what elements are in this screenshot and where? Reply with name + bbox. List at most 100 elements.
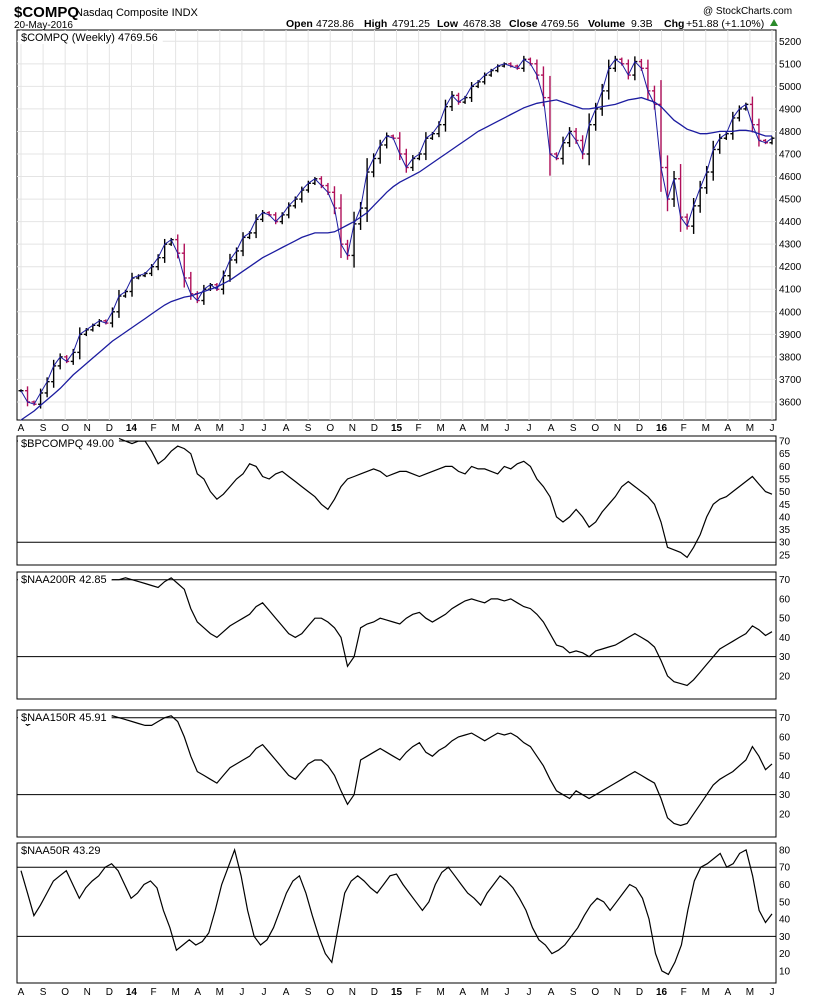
low-value: 4678.38 <box>463 18 501 30</box>
y-tick-label: 40 <box>779 915 791 926</box>
x-tick-label: D <box>636 423 643 434</box>
x-tick-label: D <box>371 987 378 998</box>
y-tick-label: 5100 <box>779 59 802 70</box>
x-tick-label: N <box>614 987 621 998</box>
x-tick-label: F <box>416 987 422 998</box>
x-tick-label: O <box>591 423 599 434</box>
indicator-line <box>20 437 773 559</box>
x-tick-label: A <box>18 423 25 434</box>
y-tick-label: 60 <box>779 732 791 743</box>
x-tick-label: M <box>702 423 710 434</box>
x-tick-label: A <box>548 987 555 998</box>
panel-title-bg <box>18 844 106 857</box>
x-tick-label: A <box>548 423 555 434</box>
x-tick-label: F <box>681 423 687 434</box>
y-tick-label: 65 <box>779 449 791 460</box>
moving-average-line <box>20 96 772 421</box>
x-tick-label: O <box>591 987 599 998</box>
chart-panel-3: 20 30 40 50 60 70 $NAA200R 42.85 <box>16 571 791 700</box>
open-value: 4728.86 <box>316 18 354 30</box>
x-tick-label: 15 <box>391 987 403 998</box>
panel-frame <box>16 571 777 700</box>
x-tick-label: J <box>239 987 244 998</box>
x-tick-label: A <box>18 987 25 998</box>
x-tick-label: M <box>481 423 489 434</box>
y-tick-label: 50 <box>779 614 791 625</box>
y-tick-label: 5000 <box>779 82 802 93</box>
y-tick-label: 5200 <box>779 37 802 48</box>
y-tick-label: 4300 <box>779 240 802 251</box>
x-tick-label: A <box>194 423 201 434</box>
x-tick-label: S <box>570 987 577 998</box>
x-tick-label: M <box>437 423 445 434</box>
y-tick-label: 60 <box>779 880 791 891</box>
y-tick-label: 80 <box>779 845 791 856</box>
x-tick-label: M <box>216 987 224 998</box>
x-tick-label: 14 <box>126 423 138 434</box>
x-tick-label: M <box>171 987 179 998</box>
x-tick-label: S <box>40 423 47 434</box>
x-tick-label: A <box>194 987 201 998</box>
x-tick-label: S <box>305 987 312 998</box>
panel-frame <box>16 842 777 984</box>
x-tick-label: M <box>702 987 710 998</box>
x-tick-label: J <box>770 987 775 998</box>
x-tick-label: J <box>504 987 509 998</box>
y-tick-label: 4200 <box>779 262 802 273</box>
panel-title-bg <box>18 573 112 586</box>
panel-title: $NAA200R 42.85 <box>21 574 107 586</box>
y-tick-label: 30 <box>779 538 791 549</box>
y-tick-label: 30 <box>779 652 791 663</box>
y-tick-label: 45 <box>779 500 791 511</box>
panel-frame <box>16 709 777 838</box>
x-tick-label: M <box>437 987 445 998</box>
x-tick-label: J <box>527 423 532 434</box>
indicator-line <box>20 847 773 976</box>
panel-title-bg <box>18 31 163 44</box>
chart-panel-1: 3600 3700 3800 3900 4000 4100 4200 4300 4400 4500… <box>16 29 802 421</box>
x-tick-label: O <box>326 987 334 998</box>
indicator-line <box>20 577 773 687</box>
chart-panel-4: 20 30 40 50 60 70 $NAA150R 45.91 <box>16 709 791 838</box>
x-tick-label: M <box>171 423 179 434</box>
y-tick-label: 50 <box>779 752 791 763</box>
x-tick-label: F <box>150 423 156 434</box>
y-tick-label: 30 <box>779 932 791 943</box>
y-tick-label: 3800 <box>779 352 802 363</box>
watermark: @ StockCharts.com <box>703 6 792 17</box>
x-tick-label: A <box>459 423 466 434</box>
x-tick-label: M <box>746 987 754 998</box>
x-tick-label: A <box>724 423 731 434</box>
y-tick-label: 70 <box>779 863 791 874</box>
x-tick-label: A <box>724 987 731 998</box>
x-tick-label: A <box>283 987 290 998</box>
chg-label: Chg <box>664 18 684 30</box>
high-value: 4791.25 <box>392 18 430 30</box>
close-line <box>20 58 773 405</box>
y-tick-label: 4800 <box>779 127 802 138</box>
y-tick-label: 4600 <box>779 172 802 183</box>
y-tick-label: 50 <box>779 897 791 908</box>
x-tick-label: M <box>216 423 224 434</box>
chart-panels: 3600 3700 3800 3900 4000 4100 4200 4300 4400 4500… <box>16 29 802 998</box>
panel-title: $NAA50R 43.29 <box>21 845 101 857</box>
x-axis-2: A S O N D 14 F M A M J J A S O N D 15 F M A M J J A S O N D 16 F M A M J <box>18 987 775 998</box>
x-tick-label: O <box>326 423 334 434</box>
symbol-title: $COMPQ <box>14 4 79 21</box>
y-tick-label: 4700 <box>779 149 802 160</box>
x-tick-label: J <box>261 423 266 434</box>
x-tick-label: 16 <box>656 987 668 998</box>
y-tick-label: 20 <box>779 949 791 960</box>
x-tick-label: J <box>527 987 532 998</box>
x-tick-label: A <box>459 987 466 998</box>
x-axis-1: A S O N D 14 F M A M J J A S O N D 15 F M A M J J A S O N D 16 F M A M J <box>18 423 775 434</box>
y-tick-label: 70 <box>779 575 791 586</box>
x-tick-label: N <box>614 423 621 434</box>
x-tick-label: S <box>305 423 312 434</box>
x-tick-label: D <box>636 987 643 998</box>
y-tick-label: 40 <box>779 771 791 782</box>
y-tick-label: 70 <box>779 713 791 724</box>
chg-value: +51.88 (+1.10%) <box>686 18 764 30</box>
